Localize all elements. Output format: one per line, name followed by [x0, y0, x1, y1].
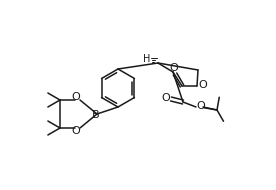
Text: O: O	[72, 92, 80, 102]
Text: O: O	[72, 126, 80, 136]
Text: O: O	[199, 80, 207, 90]
Text: O: O	[170, 63, 178, 73]
Text: O: O	[162, 93, 170, 103]
Text: B: B	[92, 110, 100, 120]
Text: O: O	[197, 101, 205, 111]
Text: H: H	[143, 54, 151, 64]
